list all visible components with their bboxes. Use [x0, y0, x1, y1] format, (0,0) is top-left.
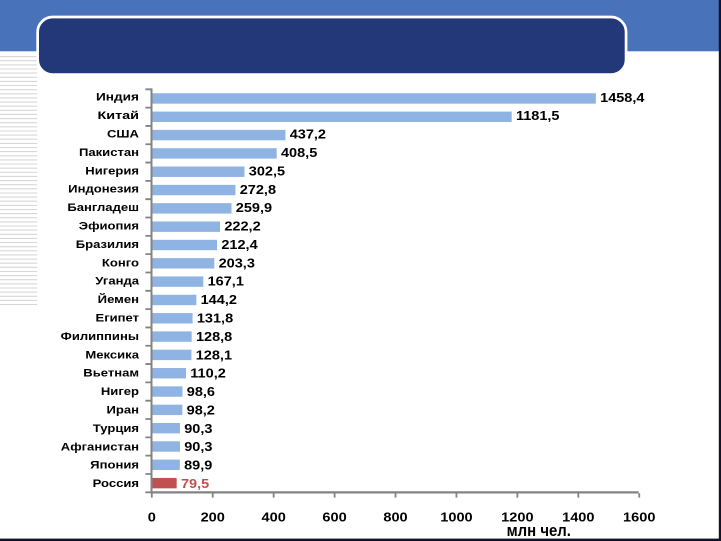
svg-text:Афганистан: Афганистан — [61, 441, 139, 453]
svg-text:79,5: 79,5 — [181, 476, 209, 491]
svg-text:1200: 1200 — [501, 509, 533, 524]
svg-text:302,5: 302,5 — [249, 163, 285, 178]
svg-text:167,1: 167,1 — [208, 274, 244, 289]
svg-text:222,2: 222,2 — [224, 219, 260, 234]
svg-text:200: 200 — [201, 509, 225, 524]
svg-text:0: 0 — [148, 509, 156, 524]
svg-text:Эфиопия: Эфиопия — [79, 221, 139, 233]
svg-text:98,6: 98,6 — [187, 384, 215, 399]
svg-text:1400: 1400 — [562, 509, 594, 524]
svg-text:128,1: 128,1 — [196, 347, 232, 362]
svg-text:Нигерия: Нигерия — [85, 165, 139, 177]
svg-text:408,5: 408,5 — [281, 145, 317, 160]
svg-text:Япония: Япония — [90, 460, 139, 472]
svg-text:Китай: Китай — [98, 110, 140, 122]
svg-text:Йемен: Йемен — [98, 293, 139, 306]
svg-text:259,9: 259,9 — [236, 200, 272, 215]
svg-text:89,9: 89,9 — [184, 458, 212, 473]
svg-text:Россия: Россия — [93, 478, 139, 490]
svg-text:1181,5: 1181,5 — [516, 108, 560, 123]
svg-text:90,3: 90,3 — [184, 421, 212, 436]
svg-text:800: 800 — [383, 509, 407, 524]
svg-text:400: 400 — [262, 509, 286, 524]
svg-text:Филиппины: Филиппины — [61, 331, 139, 343]
svg-text:110,2: 110,2 — [190, 366, 226, 381]
svg-text:Иран: Иран — [107, 405, 140, 417]
svg-text:90,3: 90,3 — [184, 439, 212, 454]
svg-text:Египет: Египет — [96, 313, 140, 325]
svg-text:Уганда: Уганда — [95, 276, 139, 288]
svg-text:Пакистан: Пакистан — [79, 147, 139, 159]
svg-text:Индия: Индия — [96, 92, 139, 104]
svg-text:212,4: 212,4 — [221, 237, 258, 252]
svg-text:Бразилия: Бразилия — [76, 239, 139, 251]
svg-text:203,3: 203,3 — [219, 255, 255, 270]
svg-text:1600: 1600 — [623, 509, 655, 524]
svg-text:млн чел.: млн чел. — [507, 521, 571, 540]
svg-text:128,8: 128,8 — [196, 329, 232, 344]
svg-text:Индонезия: Индонезия — [68, 184, 139, 196]
svg-text:1000: 1000 — [440, 509, 472, 524]
svg-text:Нигер: Нигер — [101, 386, 139, 398]
svg-text:Вьетнам: Вьетнам — [83, 368, 139, 380]
svg-text:98,2: 98,2 — [187, 402, 215, 417]
svg-text:131,8: 131,8 — [197, 310, 233, 325]
svg-text:Турция: Турция — [93, 423, 139, 435]
svg-text:США: США — [107, 129, 139, 141]
svg-text:1458,4: 1458,4 — [600, 90, 645, 105]
svg-text:272,8: 272,8 — [240, 182, 276, 197]
svg-text:Бангладеш: Бангладеш — [67, 202, 139, 214]
svg-text:Конго: Конго — [102, 257, 139, 269]
svg-text:437,2: 437,2 — [290, 127, 326, 142]
svg-text:Мексика: Мексика — [85, 349, 139, 361]
svg-text:144,2: 144,2 — [201, 292, 237, 307]
svg-text:600: 600 — [322, 509, 346, 524]
